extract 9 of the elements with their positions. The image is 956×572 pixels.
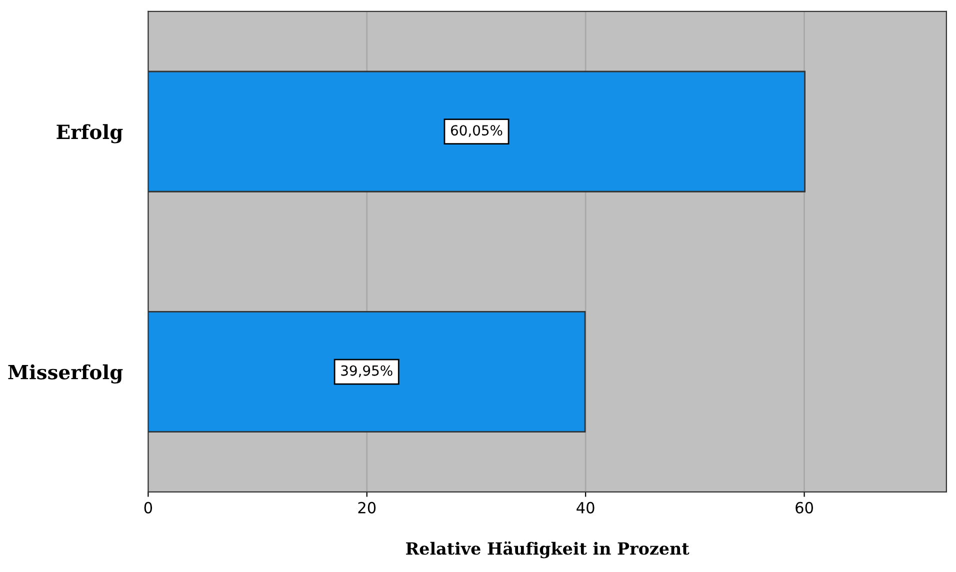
y-tick-label: Erfolg xyxy=(56,124,123,144)
y-tick-label: Misserfolg xyxy=(8,364,123,384)
data-label: 39,95% xyxy=(341,365,392,378)
data-label: 60,05% xyxy=(450,125,502,138)
x-tick-label: 40 xyxy=(576,502,594,514)
x-tick-label: 60 xyxy=(796,502,813,514)
x-axis-title: Relative Häufigkeit in Prozent xyxy=(406,541,690,558)
x-tick-label: 0 xyxy=(144,502,152,514)
x-tick-label: 20 xyxy=(358,502,376,514)
